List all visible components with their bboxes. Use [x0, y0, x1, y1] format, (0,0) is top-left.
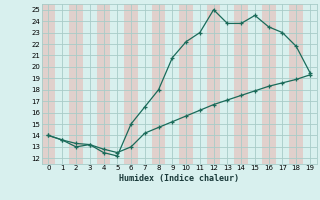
Bar — [69, 4, 83, 164]
Bar — [97, 4, 110, 164]
Bar — [179, 4, 193, 164]
Bar — [152, 4, 165, 164]
Bar — [124, 4, 138, 164]
Bar — [42, 4, 55, 164]
X-axis label: Humidex (Indice chaleur): Humidex (Indice chaleur) — [119, 174, 239, 183]
Bar — [234, 4, 248, 164]
Bar — [207, 4, 220, 164]
Bar — [262, 4, 276, 164]
Bar — [289, 4, 303, 164]
